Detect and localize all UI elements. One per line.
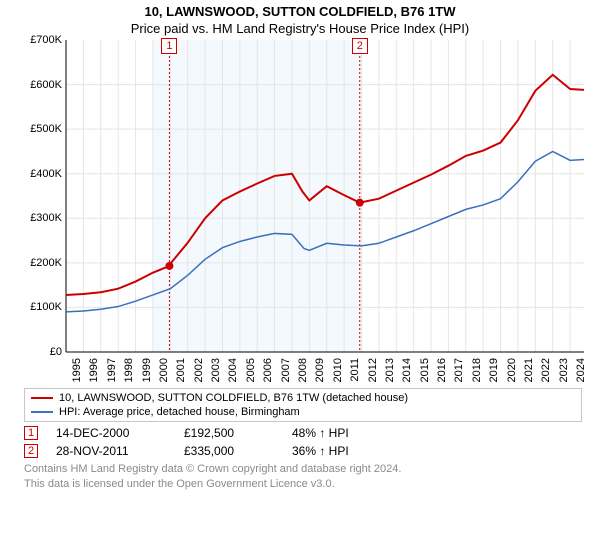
plot-area bbox=[66, 40, 584, 352]
event-delta: 48% ↑ HPI bbox=[292, 426, 412, 440]
x-axis-tick-label: 2008 bbox=[297, 358, 309, 382]
footer-attribution: Contains HM Land Registry data © Crown c… bbox=[24, 462, 582, 492]
y-axis-tick-label: £300K bbox=[30, 212, 62, 224]
x-axis-tick-label: 2001 bbox=[175, 358, 187, 382]
x-axis-tick-label: 2024 bbox=[575, 358, 587, 382]
event-row: 1 14-DEC-2000 £192,500 48% ↑ HPI bbox=[24, 426, 582, 440]
event-row: 2 28-NOV-2011 £335,000 36% ↑ HPI bbox=[24, 444, 582, 458]
event-date: 28-NOV-2011 bbox=[56, 444, 176, 458]
y-axis-tick-label: £400K bbox=[30, 168, 62, 180]
event-date: 14-DEC-2000 bbox=[56, 426, 176, 440]
events-table: 1 14-DEC-2000 £192,500 48% ↑ HPI 2 28-NOV-201… bbox=[24, 426, 582, 458]
sale-marker-1: 1 bbox=[161, 38, 177, 54]
x-axis-tick-label: 2011 bbox=[349, 358, 361, 382]
x-axis-tick-label: 2010 bbox=[332, 358, 344, 382]
chart-container: £0 £100K £200K £300K £400K £500K £600K £700K 199… bbox=[10, 36, 590, 386]
legend-label: 10, LAWNSWOOD, SUTTON COLDFIELD, B76 1TW… bbox=[59, 392, 408, 404]
x-axis-tick-label: 1996 bbox=[88, 358, 100, 382]
x-axis-tick-label: 2021 bbox=[523, 358, 535, 382]
x-axis-tick-label: 2014 bbox=[401, 358, 413, 382]
x-axis-tick-label: 2012 bbox=[367, 358, 379, 382]
x-axis-tick-label: 2005 bbox=[245, 358, 257, 382]
x-axis-tick-label: 2016 bbox=[436, 358, 448, 382]
y-axis-tick-label: £100K bbox=[30, 301, 62, 313]
x-axis-tick-label: 2004 bbox=[227, 358, 239, 382]
x-axis-tick-label: 2017 bbox=[453, 358, 465, 382]
x-axis-tick-label: 2015 bbox=[419, 358, 431, 382]
x-axis-tick-label: 2002 bbox=[193, 358, 205, 382]
footer-line-1: Contains HM Land Registry data © Crown c… bbox=[24, 462, 582, 477]
y-axis-tick-label: £700K bbox=[30, 34, 62, 46]
x-axis-tick-label: 2006 bbox=[262, 358, 274, 382]
footer-line-2: This data is licensed under the Open Gov… bbox=[24, 477, 582, 492]
legend-swatch bbox=[31, 397, 53, 399]
x-axis-tick-label: 2020 bbox=[506, 358, 518, 382]
event-price: £192,500 bbox=[184, 426, 284, 440]
chart-subtitle: Price paid vs. HM Land Registry's House … bbox=[0, 21, 600, 36]
x-axis-tick-label: 2022 bbox=[540, 358, 552, 382]
x-axis-tick-label: 1999 bbox=[141, 358, 153, 382]
y-axis-tick-label: £600K bbox=[30, 79, 62, 91]
legend-swatch bbox=[31, 411, 53, 413]
x-axis-tick-label: 1997 bbox=[106, 358, 118, 382]
x-axis-tick-label: 2019 bbox=[488, 358, 500, 382]
legend-label: HPI: Average price, detached house, Birm… bbox=[59, 406, 300, 418]
x-axis-tick-label: 2000 bbox=[158, 358, 170, 382]
legend: 10, LAWNSWOOD, SUTTON COLDFIELD, B76 1TW… bbox=[24, 388, 582, 422]
x-axis-tick-label: 2023 bbox=[558, 358, 570, 382]
x-axis-tick-label: 1998 bbox=[123, 358, 135, 382]
event-marker: 2 bbox=[24, 444, 38, 458]
x-axis-tick-label: 1995 bbox=[71, 358, 83, 382]
x-axis-tick-label: 2013 bbox=[384, 358, 396, 382]
x-axis-tick-label: 2007 bbox=[280, 358, 292, 382]
legend-item: HPI: Average price, detached house, Birm… bbox=[31, 405, 575, 419]
event-delta: 36% ↑ HPI bbox=[292, 444, 412, 458]
x-axis-tick-label: 2018 bbox=[471, 358, 483, 382]
y-axis-tick-label: £200K bbox=[30, 257, 62, 269]
x-axis-tick-label: 2003 bbox=[210, 358, 222, 382]
event-price: £335,000 bbox=[184, 444, 284, 458]
y-axis-tick-label: £500K bbox=[30, 123, 62, 135]
chart-title: 10, LAWNSWOOD, SUTTON COLDFIELD, B76 1TW bbox=[0, 4, 600, 19]
sale-marker-2: 2 bbox=[352, 38, 368, 54]
legend-item: 10, LAWNSWOOD, SUTTON COLDFIELD, B76 1TW… bbox=[31, 391, 575, 405]
event-marker: 1 bbox=[24, 426, 38, 440]
y-axis-tick-label: £0 bbox=[50, 346, 62, 358]
x-axis-tick-label: 2009 bbox=[314, 358, 326, 382]
